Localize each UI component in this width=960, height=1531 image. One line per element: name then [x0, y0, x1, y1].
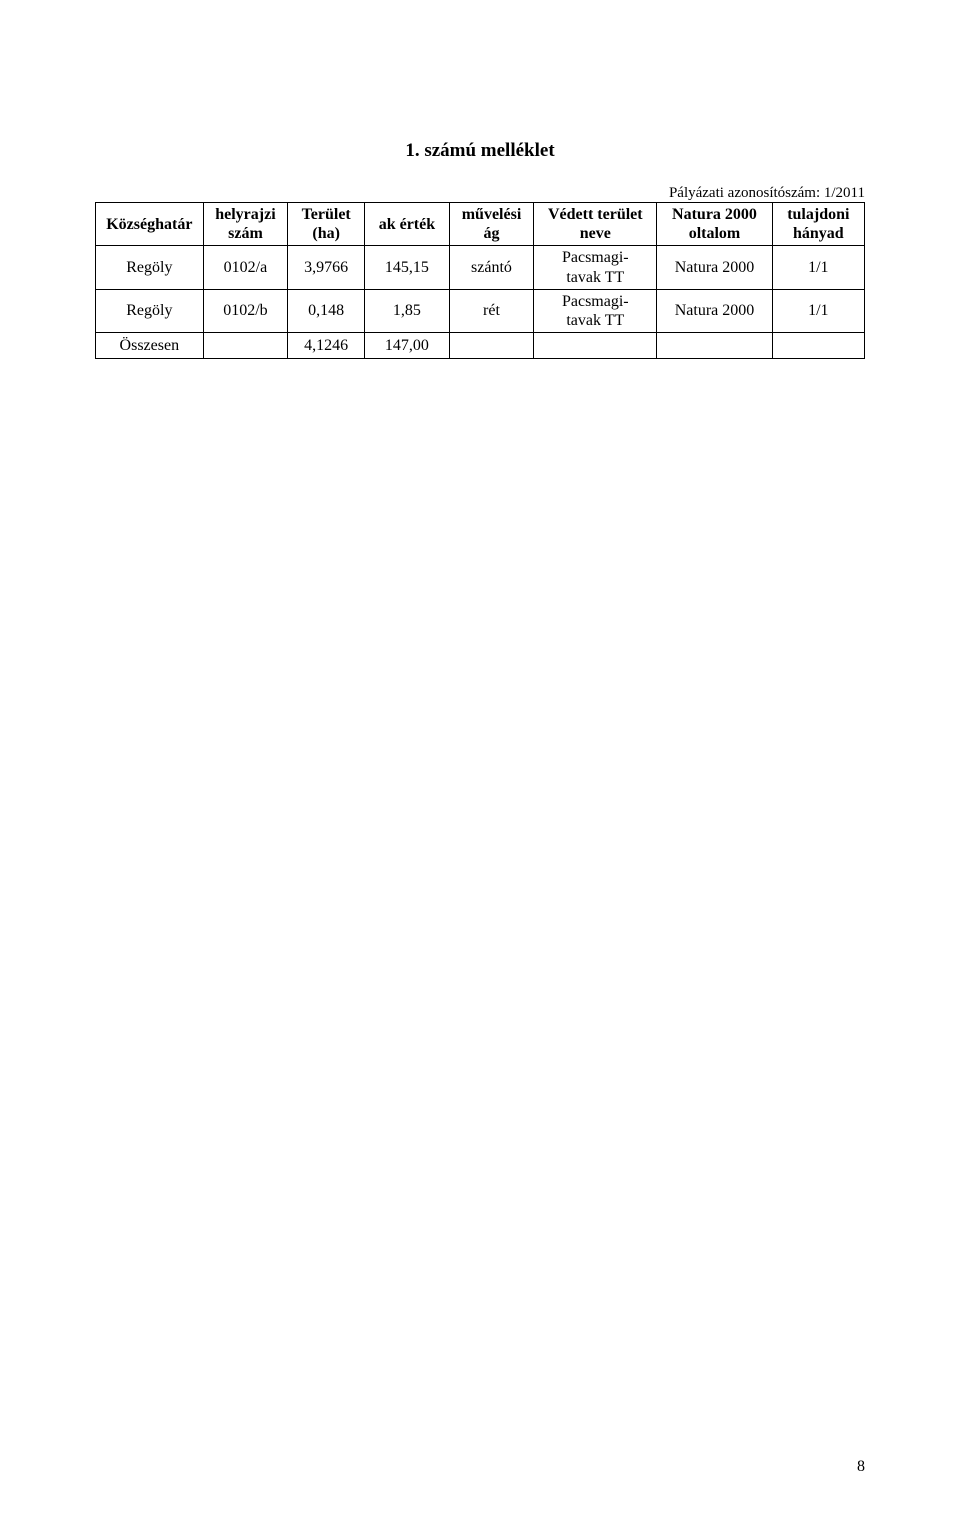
table-container: Községhatár helyrajzi szám Terület (ha) …	[95, 202, 865, 359]
col-header-text: Védett terület	[538, 205, 652, 224]
cell-terulet: 3,9766	[288, 246, 365, 289]
col-header-text: ak érték	[369, 215, 445, 234]
col-header-text: Terület	[292, 205, 360, 224]
cell-empty	[534, 333, 657, 359]
table-header-row: Községhatár helyrajzi szám Terület (ha) …	[96, 203, 865, 246]
cell-text: Pacsmagi-	[538, 292, 652, 311]
cell-empty	[449, 333, 534, 359]
cell-text: tavak TT	[538, 268, 652, 287]
col-header-text: művelési	[454, 205, 530, 224]
cell-helyrajzi: 0102/b	[203, 289, 288, 332]
page-title: 1. számú melléklet	[0, 140, 960, 162]
cell-empty	[772, 333, 864, 359]
col-header-text: helyrajzi	[208, 205, 284, 224]
cell-muvelesi: szántó	[449, 246, 534, 289]
cell-empty	[203, 333, 288, 359]
col-header-ak-ertek: ak érték	[365, 203, 450, 246]
col-header-text: szám	[208, 224, 284, 243]
col-header-text: hányad	[777, 224, 860, 243]
cell-kozseghatar: Regöly	[96, 289, 204, 332]
page-number: 8	[857, 1458, 865, 1476]
col-header-kozseghatar: Községhatár	[96, 203, 204, 246]
col-header-text: oltalom	[661, 224, 767, 243]
col-header-text: Natura 2000	[661, 205, 767, 224]
col-header-vedett: Védett terület neve	[534, 203, 657, 246]
cell-text: tavak TT	[538, 311, 652, 330]
col-header-text: tulajdoni	[777, 205, 860, 224]
table-row: Regöly 0102/b 0,148 1,85 rét Pacsmagi- t…	[96, 289, 865, 332]
cell-muvelesi: rét	[449, 289, 534, 332]
cell-empty	[657, 333, 772, 359]
data-table: Községhatár helyrajzi szám Terület (ha) …	[95, 202, 865, 359]
col-header-natura: Natura 2000 oltalom	[657, 203, 772, 246]
cell-ak-ertek: 145,15	[365, 246, 450, 289]
table-row: Regöly 0102/a 3,9766 145,15 szántó Pacsm…	[96, 246, 865, 289]
col-header-text: ág	[454, 224, 530, 243]
header-id: Pályázati azonosítószám: 1/2011	[669, 185, 865, 202]
cell-natura: Natura 2000	[657, 289, 772, 332]
cell-vedett: Pacsmagi- tavak TT	[534, 289, 657, 332]
col-header-text: neve	[538, 224, 652, 243]
table-summary-row: Összesen 4,1246 147,00	[96, 333, 865, 359]
col-header-muvelesi: művelési ág	[449, 203, 534, 246]
col-header-helyrajzi: helyrajzi szám	[203, 203, 288, 246]
cell-summary-ak-ertek: 147,00	[365, 333, 450, 359]
cell-helyrajzi: 0102/a	[203, 246, 288, 289]
cell-kozseghatar: Regöly	[96, 246, 204, 289]
cell-vedett: Pacsmagi- tavak TT	[534, 246, 657, 289]
cell-natura: Natura 2000	[657, 246, 772, 289]
cell-summary-terulet: 4,1246	[288, 333, 365, 359]
cell-terulet: 0,148	[288, 289, 365, 332]
cell-hanyad: 1/1	[772, 246, 864, 289]
cell-hanyad: 1/1	[772, 289, 864, 332]
cell-ak-ertek: 1,85	[365, 289, 450, 332]
cell-text: Pacsmagi-	[538, 248, 652, 267]
col-header-hanyad: tulajdoni hányad	[772, 203, 864, 246]
col-header-terulet: Terület (ha)	[288, 203, 365, 246]
col-header-text: Községhatár	[100, 215, 199, 234]
col-header-text: (ha)	[292, 224, 360, 243]
cell-summary-label: Összesen	[96, 333, 204, 359]
